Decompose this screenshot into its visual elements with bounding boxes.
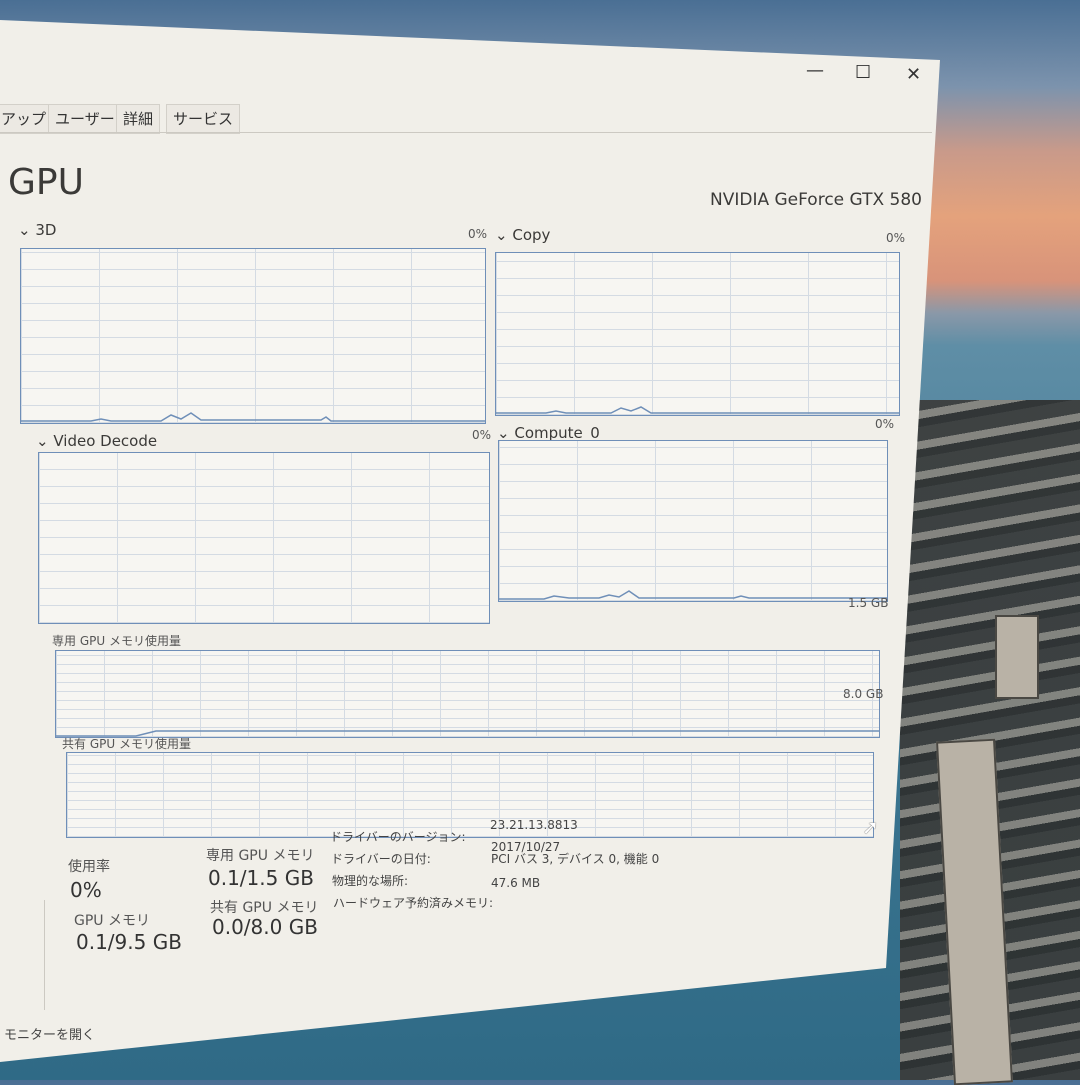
engine-value: 0% <box>472 428 492 442</box>
engine-selector-compute-0[interactable]: ⌄ Compute_0 <box>497 424 600 442</box>
chevron-down-icon: ⌄ <box>497 424 515 442</box>
detail-label: 物理的な場所: <box>332 874 409 888</box>
engine-selector-video-decode[interactable]: ⌄ Video Decode <box>36 432 157 450</box>
graph-dedicated-memory <box>55 650 880 738</box>
engine-name: Copy <box>512 226 551 244</box>
detail-label: ハードウェア予約済みメモリ: <box>333 896 494 910</box>
wallpaper-plank <box>995 615 1039 699</box>
detail-value: 23.21.13.8813 <box>490 818 578 832</box>
chevron-down-icon: ⌄ <box>495 226 513 244</box>
dedicated-memory-stat-label: 専用 GPU メモリ <box>206 848 315 864</box>
utilization-value: 0% <box>70 878 102 902</box>
engine-value: 0% <box>875 417 895 431</box>
chevron-down-icon: ⌄ <box>36 432 54 450</box>
graph-3d <box>20 248 486 424</box>
engine-name: 3D <box>35 221 57 239</box>
tab-divider <box>0 132 932 133</box>
tab-users[interactable]: ユーザー <box>48 104 122 134</box>
detail-value: PCI バス 3, デバイス 0, 機能 0 <box>491 852 660 866</box>
utilization-label: 使用率 <box>68 859 110 875</box>
chevron-down-icon: ⌄ <box>18 221 36 239</box>
engine-name: Video Decode <box>53 432 158 450</box>
tab-details[interactable]: 詳細 <box>116 104 161 134</box>
dedicated-memory-max: 1.5 GB <box>848 596 889 610</box>
detail-value: 47.6 MB <box>491 876 541 890</box>
engine-name: Compute_0 <box>514 424 600 442</box>
graph-compute-0 <box>498 440 888 602</box>
gpu-memory-label: GPU メモリ <box>74 913 150 929</box>
tab-services[interactable]: サービス <box>166 104 241 134</box>
detail-label: ドライバーの日付: <box>331 852 431 866</box>
dedicated-memory-stat-value: 0.1/1.5 GB <box>208 866 314 890</box>
tab-startup[interactable]: アップ <box>0 104 54 134</box>
sidebar-divider <box>44 900 45 1010</box>
shared-memory-max: 8.0 GB <box>843 687 884 701</box>
device-name: NVIDIA GeForce GTX 580 <box>710 190 922 210</box>
graph-video-decode <box>38 452 490 624</box>
dedicated-memory-label: 専用 GPU メモリ使用量 <box>52 634 181 648</box>
detail-label: ドライバーのバージョン: <box>330 830 466 844</box>
graph-copy <box>495 252 900 416</box>
engine-selector-3d[interactable]: ⌄ 3D <box>18 221 56 239</box>
mouse-cursor-busy-icon: ➚ <box>862 815 879 839</box>
minimize-button[interactable]: — <box>806 60 824 81</box>
shared-memory-label: 共有 GPU メモリ使用量 <box>62 737 191 751</box>
shared-memory-stat-value: 0.0/8.0 GB <box>212 915 318 939</box>
graph-shared-memory <box>66 752 874 838</box>
shared-memory-stat-label: 共有 GPU メモリ <box>210 900 319 916</box>
close-button[interactable]: ✕ <box>906 64 922 85</box>
open-resource-monitor-link[interactable]: モニターを開く <box>4 1028 96 1043</box>
engine-value: 0% <box>468 227 488 241</box>
page-title: GPU <box>8 162 84 203</box>
gpu-memory-value: 0.1/9.5 GB <box>76 930 182 954</box>
engine-value: 0% <box>886 231 906 245</box>
detail-value: 2017/10/27 <box>491 840 561 854</box>
maximize-button[interactable]: ☐ <box>855 62 872 83</box>
engine-selector-copy[interactable]: ⌄ Copy <box>495 226 550 244</box>
